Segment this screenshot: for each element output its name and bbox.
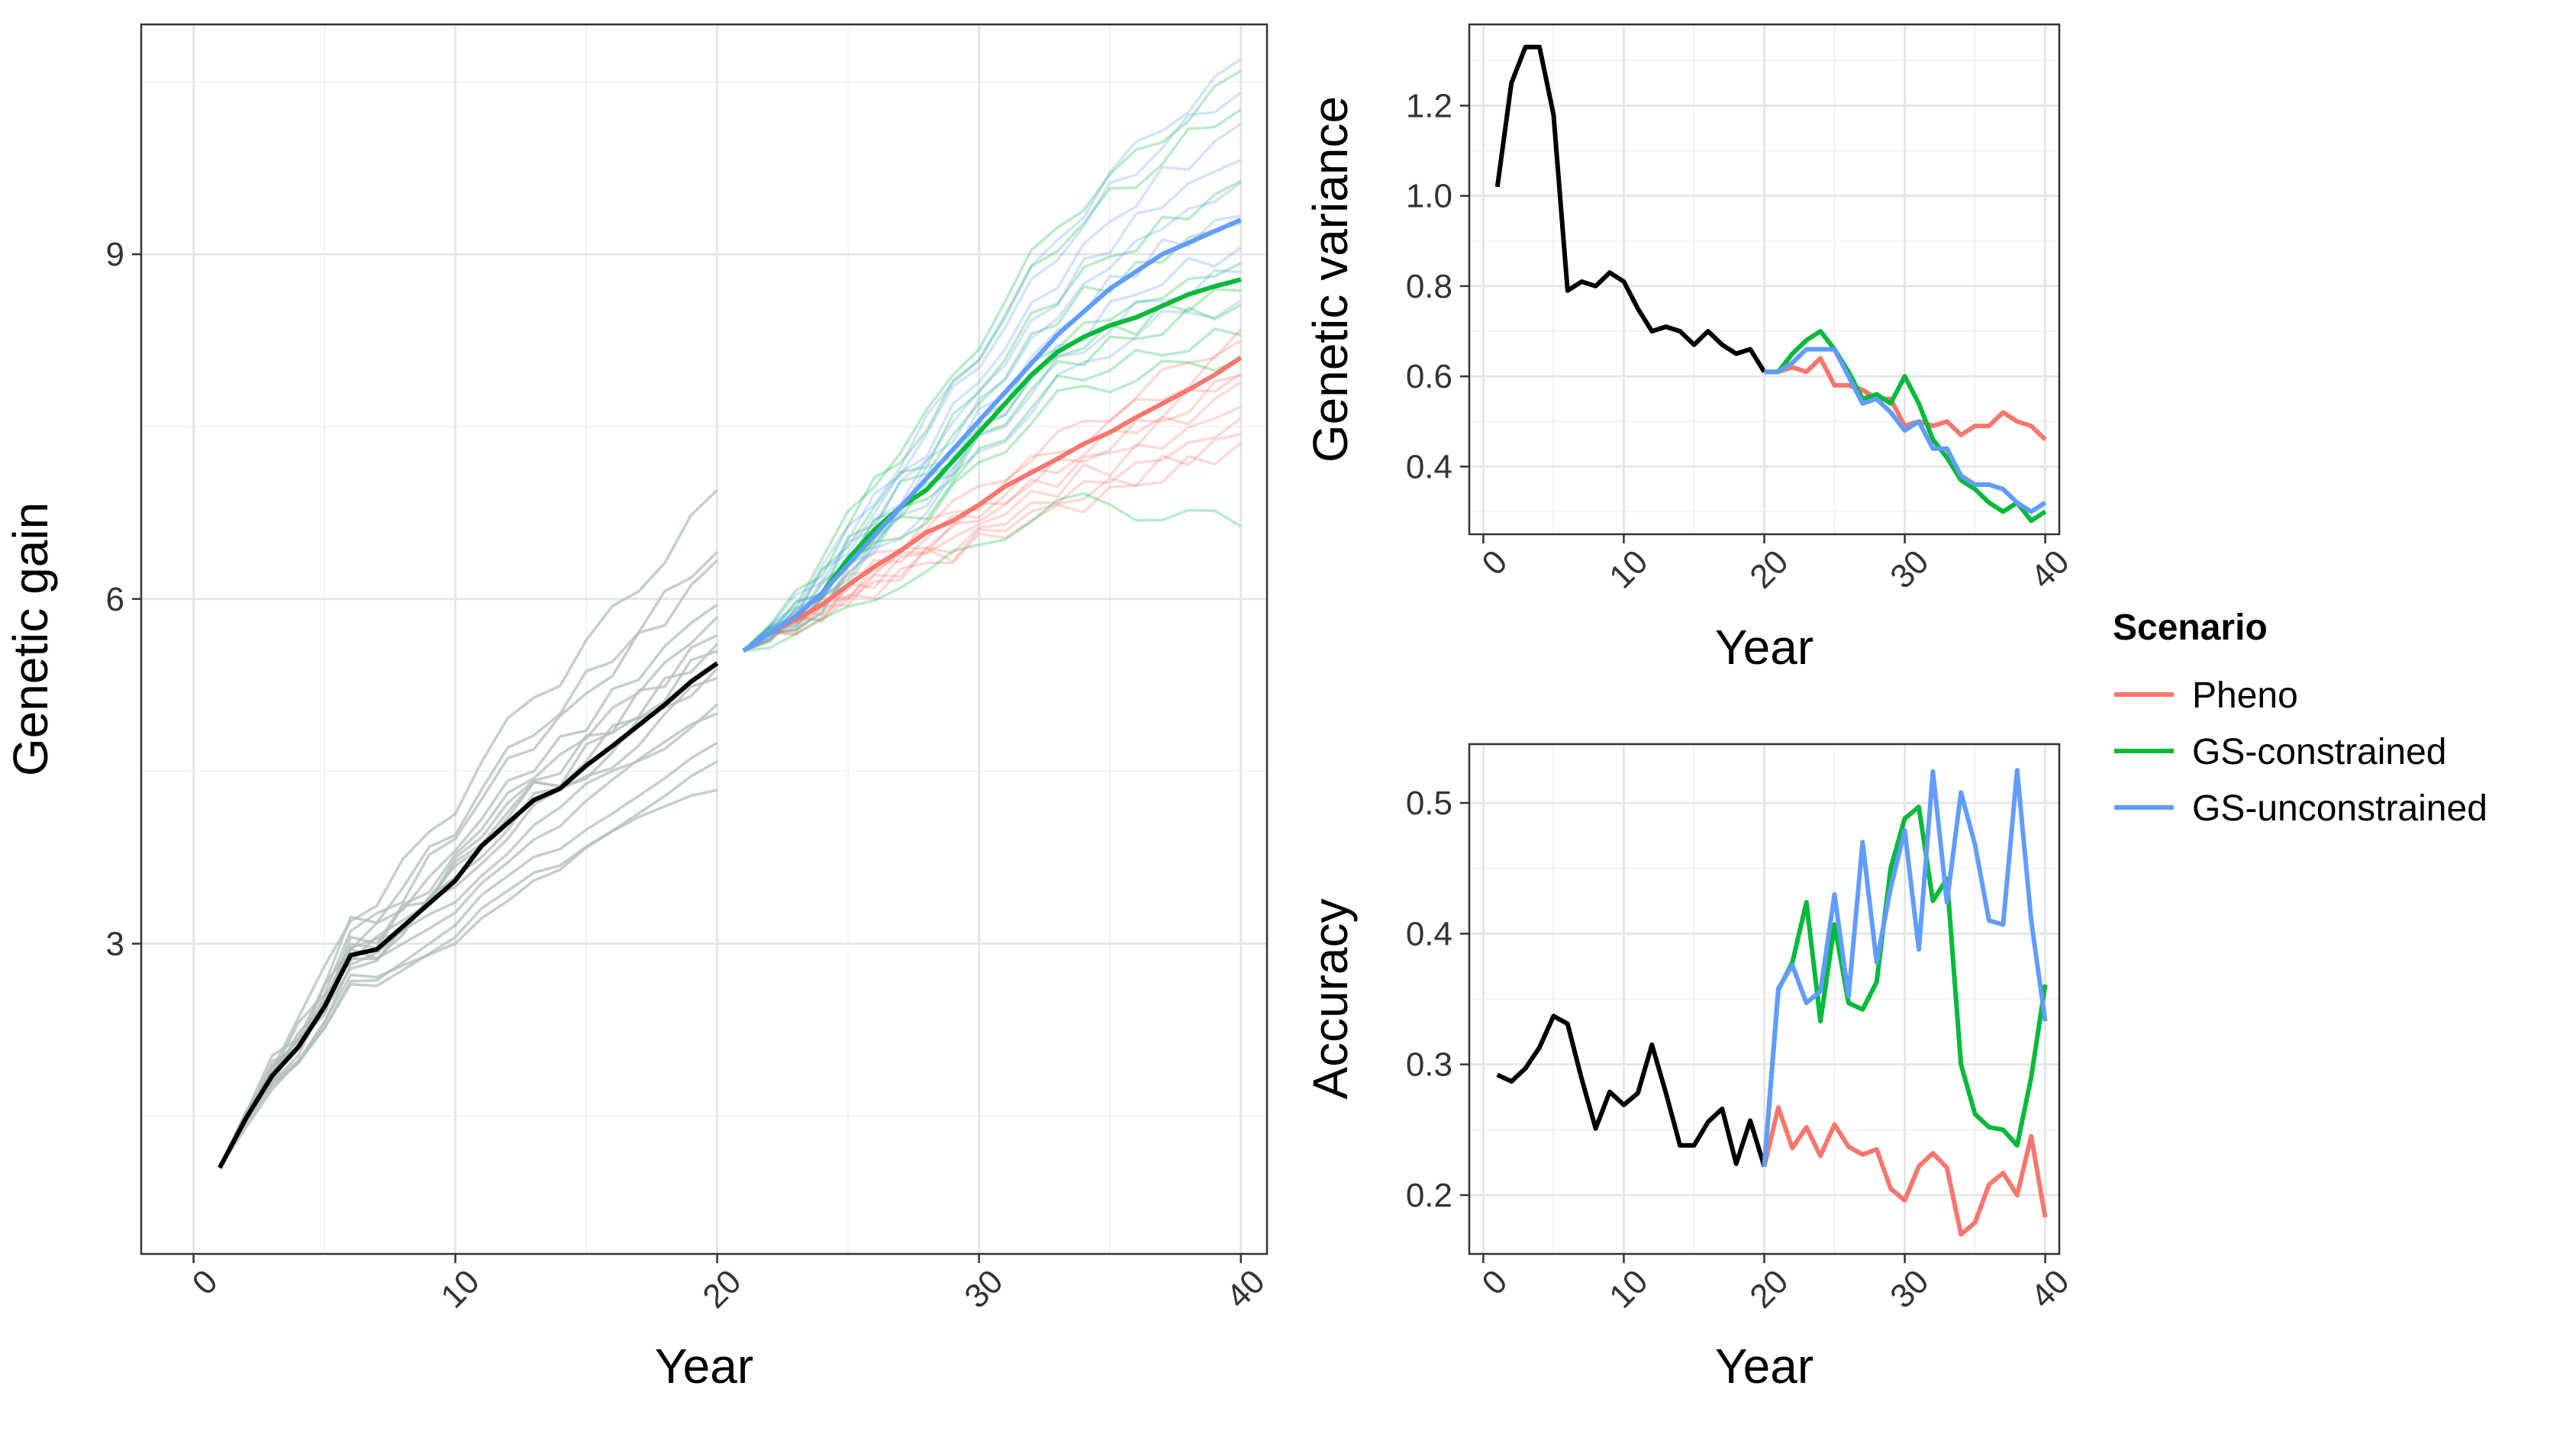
x-tick-label: 0 xyxy=(1475,543,1514,582)
x-tick-label: 0 xyxy=(185,1262,225,1302)
y-tick-label: 0.4 xyxy=(1406,915,1452,952)
gsc-replicate-line xyxy=(743,356,1242,653)
burnin-replicate-line xyxy=(218,559,718,1168)
legend-label-gs-unconstrained: GS-unconstrained xyxy=(2192,788,2487,829)
x-tick-label: 10 xyxy=(434,1262,486,1315)
plot-background xyxy=(141,24,1267,1254)
legend: Scenario Pheno GS-constrained GS-unconst… xyxy=(2113,608,2487,829)
x-tick-label: 30 xyxy=(1883,543,1936,595)
x-tick-label: 10 xyxy=(1602,1262,1655,1315)
y-tick-label: 1.0 xyxy=(1406,178,1452,215)
panel-border xyxy=(140,23,1269,1255)
pheno-replicate-line xyxy=(743,433,1242,653)
y-tick-label: 6 xyxy=(106,581,124,618)
series-line-pheno xyxy=(742,356,1243,653)
gsc-replicate-line xyxy=(742,179,1242,652)
y-tick-label: 9 xyxy=(106,236,124,273)
gsc-replicate-line xyxy=(742,108,1242,652)
burnin-replicate-line xyxy=(218,676,718,1168)
x-tick-label: 30 xyxy=(1883,1262,1936,1315)
burnin-replicate-line xyxy=(218,788,718,1169)
x-tick-label: 30 xyxy=(957,1262,1010,1315)
x-tick-label: 20 xyxy=(695,1262,748,1315)
y-tick-label: 0.8 xyxy=(1406,268,1452,305)
series-line-pheno xyxy=(1764,356,2047,442)
series-line-gsu xyxy=(1764,346,2047,514)
x-tick-label: 40 xyxy=(2023,543,2076,595)
series-line-gsc xyxy=(1764,329,2047,524)
series-line-gsc xyxy=(1762,804,2048,1167)
pheno-replicate-line xyxy=(742,441,1242,653)
y-axis-title: Accuracy xyxy=(1303,898,1358,1099)
y-axis-title: Genetic gain xyxy=(3,502,58,776)
burnin-mean-line xyxy=(1496,1014,1767,1168)
y-tick-label: 1.2 xyxy=(1406,87,1452,124)
y-tick-label: 0.2 xyxy=(1406,1177,1452,1214)
y-tick-label: 0.3 xyxy=(1406,1046,1452,1084)
genetic-gain-panel: 0 10 20 30 40 3 6 9 Year Genetic gain xyxy=(3,23,1272,1394)
gsu-replicate-line xyxy=(742,91,1242,652)
gsu-replicate-line xyxy=(742,122,1242,652)
gsc-replicate-line xyxy=(742,69,1242,652)
x-tick-label: 40 xyxy=(1219,1262,1272,1315)
x-tick-label: 20 xyxy=(1743,1262,1795,1315)
accuracy-panel: 0 10 20 30 40 0.2 0.3 0.4 0.5 Year Accuracy xyxy=(1303,743,2077,1394)
pheno-replicate-line xyxy=(743,372,1242,653)
legend-label-pheno: Pheno xyxy=(2192,675,2298,716)
series-line-pheno xyxy=(1762,1105,2048,1237)
x-tick-label: 40 xyxy=(2023,1262,2076,1315)
x-axis-title: Year xyxy=(655,1339,753,1394)
gsc-replicate-line xyxy=(743,492,1242,653)
burnin-replicate-line xyxy=(218,488,718,1168)
genetic-variance-panel: 0 10 20 30 40 0.4 0.6 0.8 1.0 1.2 Year Genetic vari… xyxy=(1303,23,2077,675)
burnin-mean-line xyxy=(218,661,719,1169)
legend-label-gs-constrained: GS-constrained xyxy=(2192,732,2447,772)
x-tick-label: 10 xyxy=(1602,543,1655,595)
gsc-replicate-line xyxy=(743,327,1242,653)
y-tick-label: 0.4 xyxy=(1406,448,1452,485)
gsu-replicate-line xyxy=(743,299,1242,653)
y-axis-title: Genetic variance xyxy=(1303,96,1358,462)
x-axis-title: Year xyxy=(1715,620,1814,675)
series-line-gsu xyxy=(742,218,1242,653)
pheno-replicate-line xyxy=(743,381,1242,653)
x-tick-label: 20 xyxy=(1743,543,1795,595)
pheno-replicate-line xyxy=(742,417,1242,653)
x-tick-label: 0 xyxy=(1475,1262,1514,1302)
burnin-replicate-line xyxy=(218,667,718,1168)
burnin-mean-line xyxy=(1494,44,1767,373)
gsc-replicate-line xyxy=(742,262,1242,652)
gsu-replicate-line xyxy=(743,269,1241,653)
y-tick-label: 0.6 xyxy=(1406,358,1452,395)
series-line-gsu xyxy=(1762,768,2048,1167)
y-tick-label: 3 xyxy=(106,925,124,962)
gsu-replicate-line xyxy=(742,58,1242,652)
y-tick-label: 0.5 xyxy=(1406,785,1452,822)
pheno-replicate-line xyxy=(743,405,1242,653)
x-axis-title: Year xyxy=(1715,1339,1814,1394)
legend-title: Scenario xyxy=(2113,608,2268,648)
gsu-replicate-line xyxy=(742,181,1242,652)
